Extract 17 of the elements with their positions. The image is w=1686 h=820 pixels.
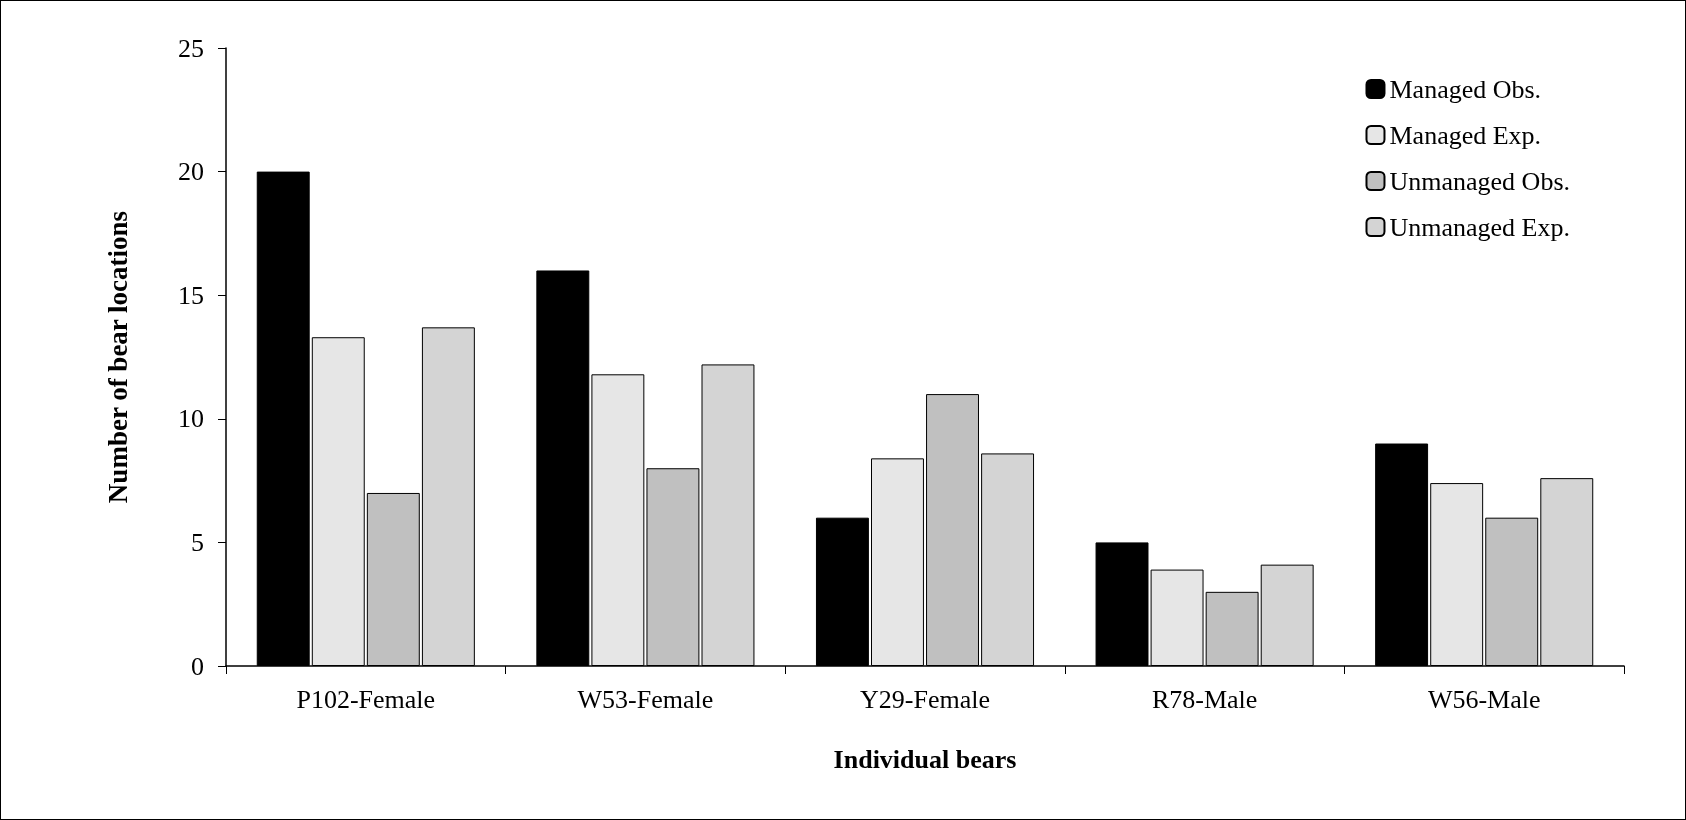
x-tick-label: Y29-Female (860, 684, 990, 714)
legend-label: Unmanaged Obs. (1389, 166, 1570, 196)
legend-label: Unmanaged Exp. (1389, 212, 1570, 242)
x-tick-label: P102-Female (296, 684, 436, 714)
y-tick-label: 25 (178, 33, 204, 63)
legend-label: Managed Exp. (1389, 120, 1542, 150)
legend-label: Managed Obs. (1389, 74, 1542, 104)
x-tick-label: W56-Male (1427, 684, 1541, 714)
y-axis-title: Number of bear locations (102, 210, 133, 504)
y-tick-label: 5 (191, 527, 204, 557)
y-tick-label: 10 (178, 404, 204, 434)
x-axis-title: Individual bears (833, 744, 1017, 774)
y-tick-label: 15 (178, 280, 204, 310)
y-tick-label: 20 (178, 157, 204, 187)
x-tick-label: W53-Female (577, 684, 714, 714)
y-tick-label: 0 (191, 651, 204, 681)
x-tick-label: R78-Male (1151, 684, 1258, 714)
